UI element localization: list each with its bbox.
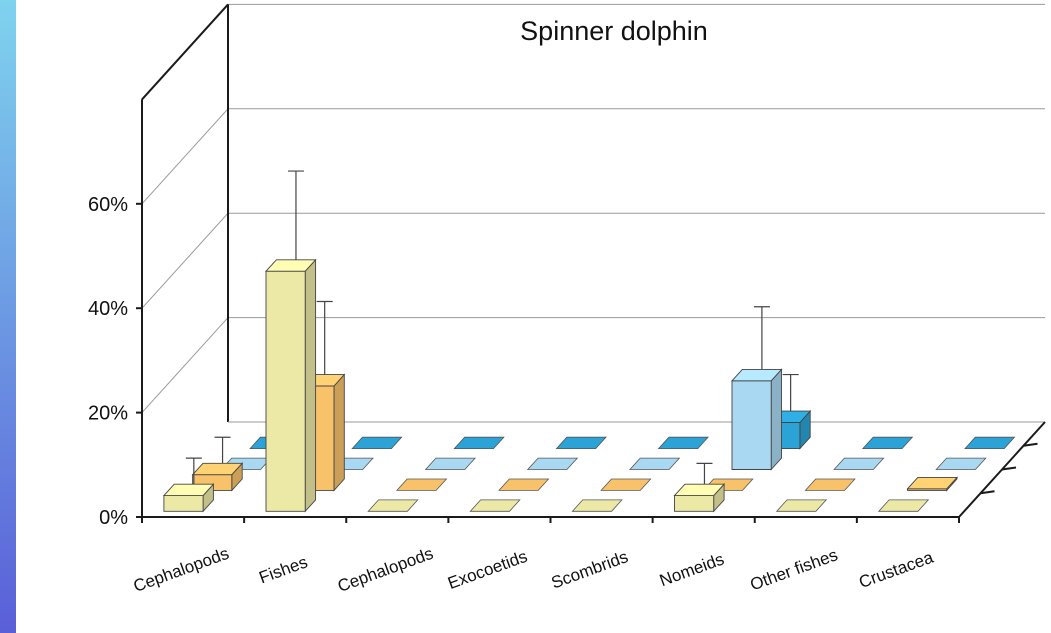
y-tick-label: 20% <box>88 403 128 425</box>
top-left-edge <box>141 3 229 101</box>
bar-floor-tile <box>453 436 505 450</box>
bar <box>571 499 623 512</box>
y-tick-label: 40% <box>88 298 128 320</box>
y-axis-ticks: 0% 20% 40% 60% <box>88 3 229 529</box>
depth-tick <box>980 490 995 495</box>
bar-floor-tile <box>775 499 828 512</box>
left-gradient-strip <box>0 0 16 633</box>
x-category-label: Exocoetids <box>445 547 530 593</box>
x-axis-labels: Cephalopods Fishes Cephalopods Exocoetids Sc… <box>131 544 936 596</box>
bar-floor-tile <box>498 478 550 491</box>
bar <box>453 436 505 450</box>
bar-front-face <box>731 380 772 470</box>
bar <box>191 436 244 492</box>
bar-floor-tile <box>367 499 419 512</box>
bar <box>555 436 607 450</box>
bar-floor-tile <box>571 499 623 512</box>
x-category-label: Other fishes <box>748 545 841 594</box>
chart-title: Spinner dolphin <box>520 16 708 46</box>
bar <box>964 436 1016 450</box>
bar <box>600 478 652 491</box>
bar <box>775 499 828 512</box>
bar-floor-tile <box>526 457 579 470</box>
bar-front-face <box>163 495 204 512</box>
chart-back-layer <box>141 3 1045 423</box>
gridline-side <box>141 212 229 309</box>
bar <box>861 436 914 450</box>
depth-tick <box>1001 466 1017 471</box>
bar-floor-tile <box>804 478 856 491</box>
bar <box>367 499 419 512</box>
bar <box>628 457 681 470</box>
bar-top-face <box>730 368 783 382</box>
gridline-side <box>141 108 229 205</box>
bar-floor-tile <box>877 499 930 512</box>
y-tick-label: 0% <box>99 507 128 529</box>
chart-front-layer <box>141 421 1046 523</box>
bar <box>935 457 987 470</box>
bar <box>673 462 726 513</box>
bar-front-face <box>674 495 715 512</box>
bar-side-face <box>304 258 317 513</box>
x-category-label: Cephalopods <box>335 544 436 596</box>
bar <box>162 457 215 513</box>
bar-floor-tile <box>657 436 710 450</box>
y-tick-label: 60% <box>88 194 128 216</box>
bar-floor-tile <box>600 478 652 491</box>
bar-floor-tile <box>424 457 477 470</box>
bar-floor-tile <box>833 457 885 470</box>
x-category-label: Fishes <box>257 552 311 587</box>
bar-top-face <box>162 483 215 497</box>
bar-floor-tile <box>469 499 521 512</box>
bar-floor-tile <box>395 478 448 491</box>
gridline-side <box>141 317 229 413</box>
bar-floor-tile <box>964 436 1016 450</box>
bar-top-face <box>191 462 244 476</box>
bar-floor-tile <box>935 457 987 470</box>
bar-floor-tile <box>628 457 681 470</box>
bar-side-face <box>770 368 782 471</box>
bar <box>833 457 885 470</box>
bar-top-face <box>673 483 726 497</box>
bar <box>351 436 403 450</box>
depth-tick <box>1023 442 1038 447</box>
bar-floor-tile <box>351 436 403 450</box>
bar <box>804 478 856 491</box>
bar-side-face <box>333 373 345 492</box>
bar <box>469 499 521 512</box>
bar <box>526 457 579 470</box>
bar-top-face <box>906 476 959 490</box>
bar <box>424 457 477 470</box>
x-category-label: Crustacea <box>856 547 936 592</box>
bar-floor-tile <box>861 436 914 450</box>
bar <box>657 436 710 450</box>
x-category-label: Scombrids <box>549 547 631 592</box>
x-category-label: Nomeids <box>657 549 727 590</box>
bars <box>162 170 1016 513</box>
bar <box>264 170 317 513</box>
bar <box>498 478 550 491</box>
x-category-label: Cephalopods <box>131 544 232 596</box>
bar-top-face <box>264 259 317 272</box>
bar <box>730 306 783 471</box>
bar <box>906 476 959 492</box>
bar <box>395 478 448 491</box>
bar-front-face <box>265 270 306 512</box>
bar-floor-tile <box>555 436 607 450</box>
bar <box>877 499 930 512</box>
